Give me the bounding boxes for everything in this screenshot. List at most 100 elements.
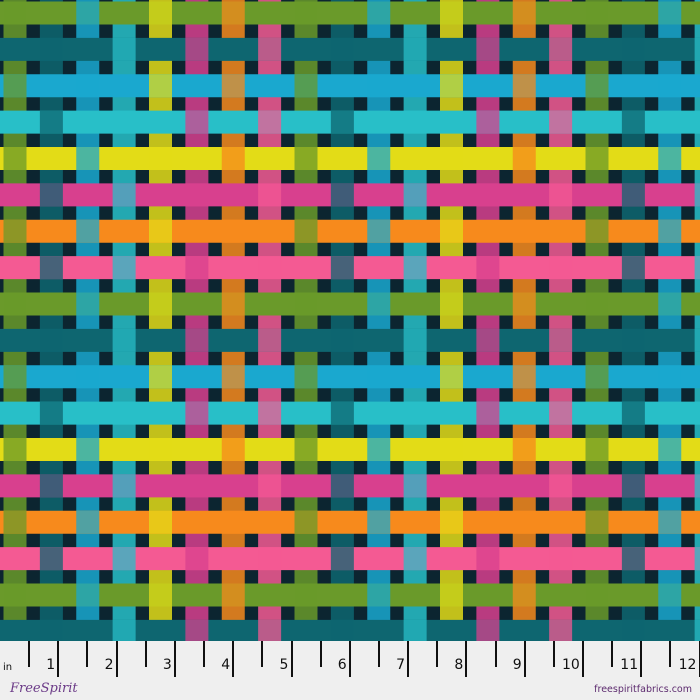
weave-crossing [294,365,318,389]
ruler-label: 12 [678,657,697,673]
weave-crossing [367,74,391,98]
weave-crossing [39,401,63,425]
weave-crossing [367,292,391,316]
weave-crossing [512,292,536,316]
weave-crossing [658,365,682,389]
weave-crossing [3,219,27,243]
weave-crossing [3,510,27,534]
ruler-half-tick [28,641,31,667]
weave-crossing [39,474,63,498]
weave-crossing [221,438,245,461]
ruler-label: 10 [562,657,580,673]
weave-crossing [258,183,282,207]
ruler-label: 3 [162,657,172,673]
weave-crossing [585,147,609,170]
weave-crossing [694,328,700,352]
ruler-unit: in [3,662,13,673]
weave-crossing [149,292,172,316]
weave-crossing [585,219,609,243]
ruler-label: 8 [454,657,464,673]
ruler-label: 6 [337,657,347,673]
weave-crossing [76,147,100,170]
weave-crossing [621,37,645,61]
weave-crossing [294,219,318,243]
weave-crossing [149,438,172,461]
ruler-label: 9 [512,657,522,673]
weave-crossing [694,474,700,498]
weave-crossing [512,583,536,607]
weave-crossing [39,256,63,280]
weave-crossing [258,328,282,352]
weave-crossing [149,365,172,389]
ruler-half-tick [86,641,89,667]
weave-crossing [294,510,318,534]
weave-crossing [294,583,318,607]
ruler-major-tick [523,641,526,677]
weave-crossing [549,37,573,61]
weave-crossing [367,365,391,389]
weave-crossing [476,183,500,207]
weave-crossing [621,110,645,134]
weave-crossing [185,474,209,498]
weave-crossing [621,183,645,207]
weave-crossing [621,328,645,352]
weave-crossing [658,510,682,534]
weave-crossing [112,110,136,134]
weave-crossing [694,256,700,280]
weave-crossing [112,619,136,641]
weave-crossing [549,183,573,207]
ruler-label: 7 [396,657,406,673]
ruler-half-tick [611,641,614,667]
weave-crossing [258,619,282,641]
weave-crossing [367,219,391,243]
ruler-label: 11 [620,657,639,673]
weave-crossing [476,547,500,571]
weave-crossing [185,256,209,280]
weave-crossing [294,438,318,461]
weave-crossing [476,37,500,61]
weave-crossing [585,292,609,316]
weave-crossing [403,328,427,352]
weave-crossing [258,110,282,134]
weave-crossing [367,147,391,170]
weave-crossing [658,74,682,98]
vertical-band-turquoise [694,0,700,641]
weave-crossing [549,328,573,352]
weave-crossing [112,256,136,280]
weave-crossing [185,328,209,352]
weave-crossing [112,401,136,425]
weave-crossing [258,401,282,425]
weave-crossing [258,474,282,498]
weave-crossing [476,474,500,498]
ruler-label: 2 [104,657,114,673]
ruler-major-tick [348,641,351,677]
weave-crossing [294,292,318,316]
weave-crossing [694,110,700,134]
weave-crossing [330,328,354,352]
ruler-major-tick [465,641,468,677]
weave-crossing [549,110,573,134]
weave-crossing [440,219,463,243]
weave-crossing [440,292,463,316]
ruler-major-tick [57,641,60,677]
weave-crossing [512,365,536,389]
weave-crossing [621,619,645,641]
weave-crossing [549,474,573,498]
weave-crossing [258,256,282,280]
weave-crossing [76,292,100,316]
weave-crossing [76,219,100,243]
website-url: freespiritfabrics.com [594,684,692,695]
weave-crossing [512,510,536,534]
weave-crossing [221,1,245,25]
weave-crossing [3,365,27,389]
weave-crossing [149,219,172,243]
ruler-label: 5 [279,657,289,673]
weave-crossing [585,438,609,461]
weave-crossing [367,510,391,534]
ruler-half-tick [319,641,322,667]
weave-crossing [440,1,463,25]
weave-crossing [658,147,682,170]
weave-crossing [149,147,172,170]
weave-crossing [294,1,318,25]
